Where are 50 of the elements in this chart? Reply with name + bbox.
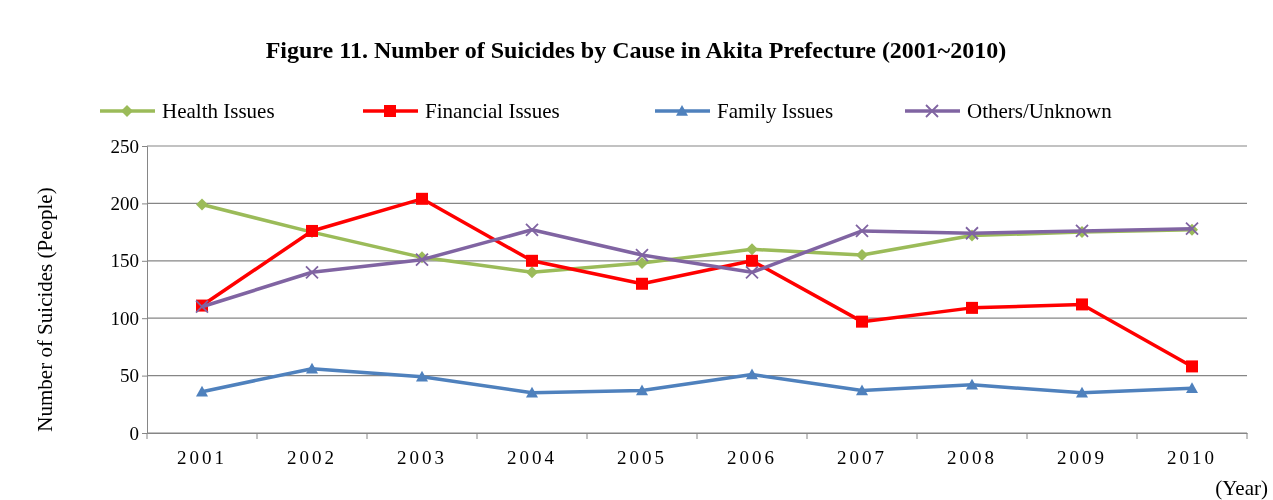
point [526, 386, 538, 398]
legend-label: Health Issues [162, 99, 275, 123]
x-tick-label: 2007 [837, 447, 887, 469]
x-tick-label: 2002 [287, 447, 337, 469]
point [636, 277, 648, 290]
x-tick-label: 2003 [397, 447, 447, 469]
y-axis-title: Number of Suicides (People) [33, 187, 57, 432]
point [526, 266, 538, 279]
point [855, 224, 869, 238]
point [856, 384, 868, 396]
point [856, 249, 868, 262]
x-tick-label: 2005 [617, 447, 667, 469]
point [966, 378, 978, 390]
x-tick-label: 2001 [177, 447, 227, 469]
x-tick-label: 2004 [507, 447, 557, 469]
point [746, 243, 758, 256]
point [966, 301, 978, 314]
y-tick-label: 150 [110, 250, 139, 272]
legend-label: Financial Issues [425, 99, 560, 123]
point [416, 370, 428, 382]
legend-label: Others/Unknown [967, 99, 1113, 123]
legend-label: Family Issues [717, 99, 834, 123]
point [1186, 382, 1198, 394]
point [746, 368, 758, 380]
x-tick-label: 2010 [1167, 447, 1217, 469]
point [1076, 386, 1088, 398]
y-tick-label: 0 [129, 422, 139, 444]
x-tick-label: 2006 [727, 447, 777, 469]
point [856, 315, 868, 328]
x-axis-title: (Year) [1215, 476, 1268, 500]
point [745, 265, 759, 280]
point [636, 257, 648, 270]
point [305, 265, 319, 280]
point [635, 248, 649, 262]
point [306, 362, 318, 374]
point [196, 198, 208, 211]
point [526, 254, 538, 267]
x-tick-label: 2008 [947, 447, 997, 469]
point [416, 192, 428, 205]
point [525, 222, 539, 237]
x-tick-label: 2009 [1057, 447, 1107, 469]
y-tick-label: 50 [120, 365, 139, 387]
point [746, 254, 758, 267]
chart-title: Figure 11. Number of Suicides by Cause in Akita Prefecture (2001~2010) [265, 37, 1007, 63]
y-tick-label: 200 [110, 192, 139, 214]
point [636, 384, 648, 396]
point [1076, 298, 1088, 311]
y-tick-label: 250 [110, 135, 139, 157]
point [1186, 360, 1198, 373]
y-tick-label: 100 [110, 307, 139, 329]
